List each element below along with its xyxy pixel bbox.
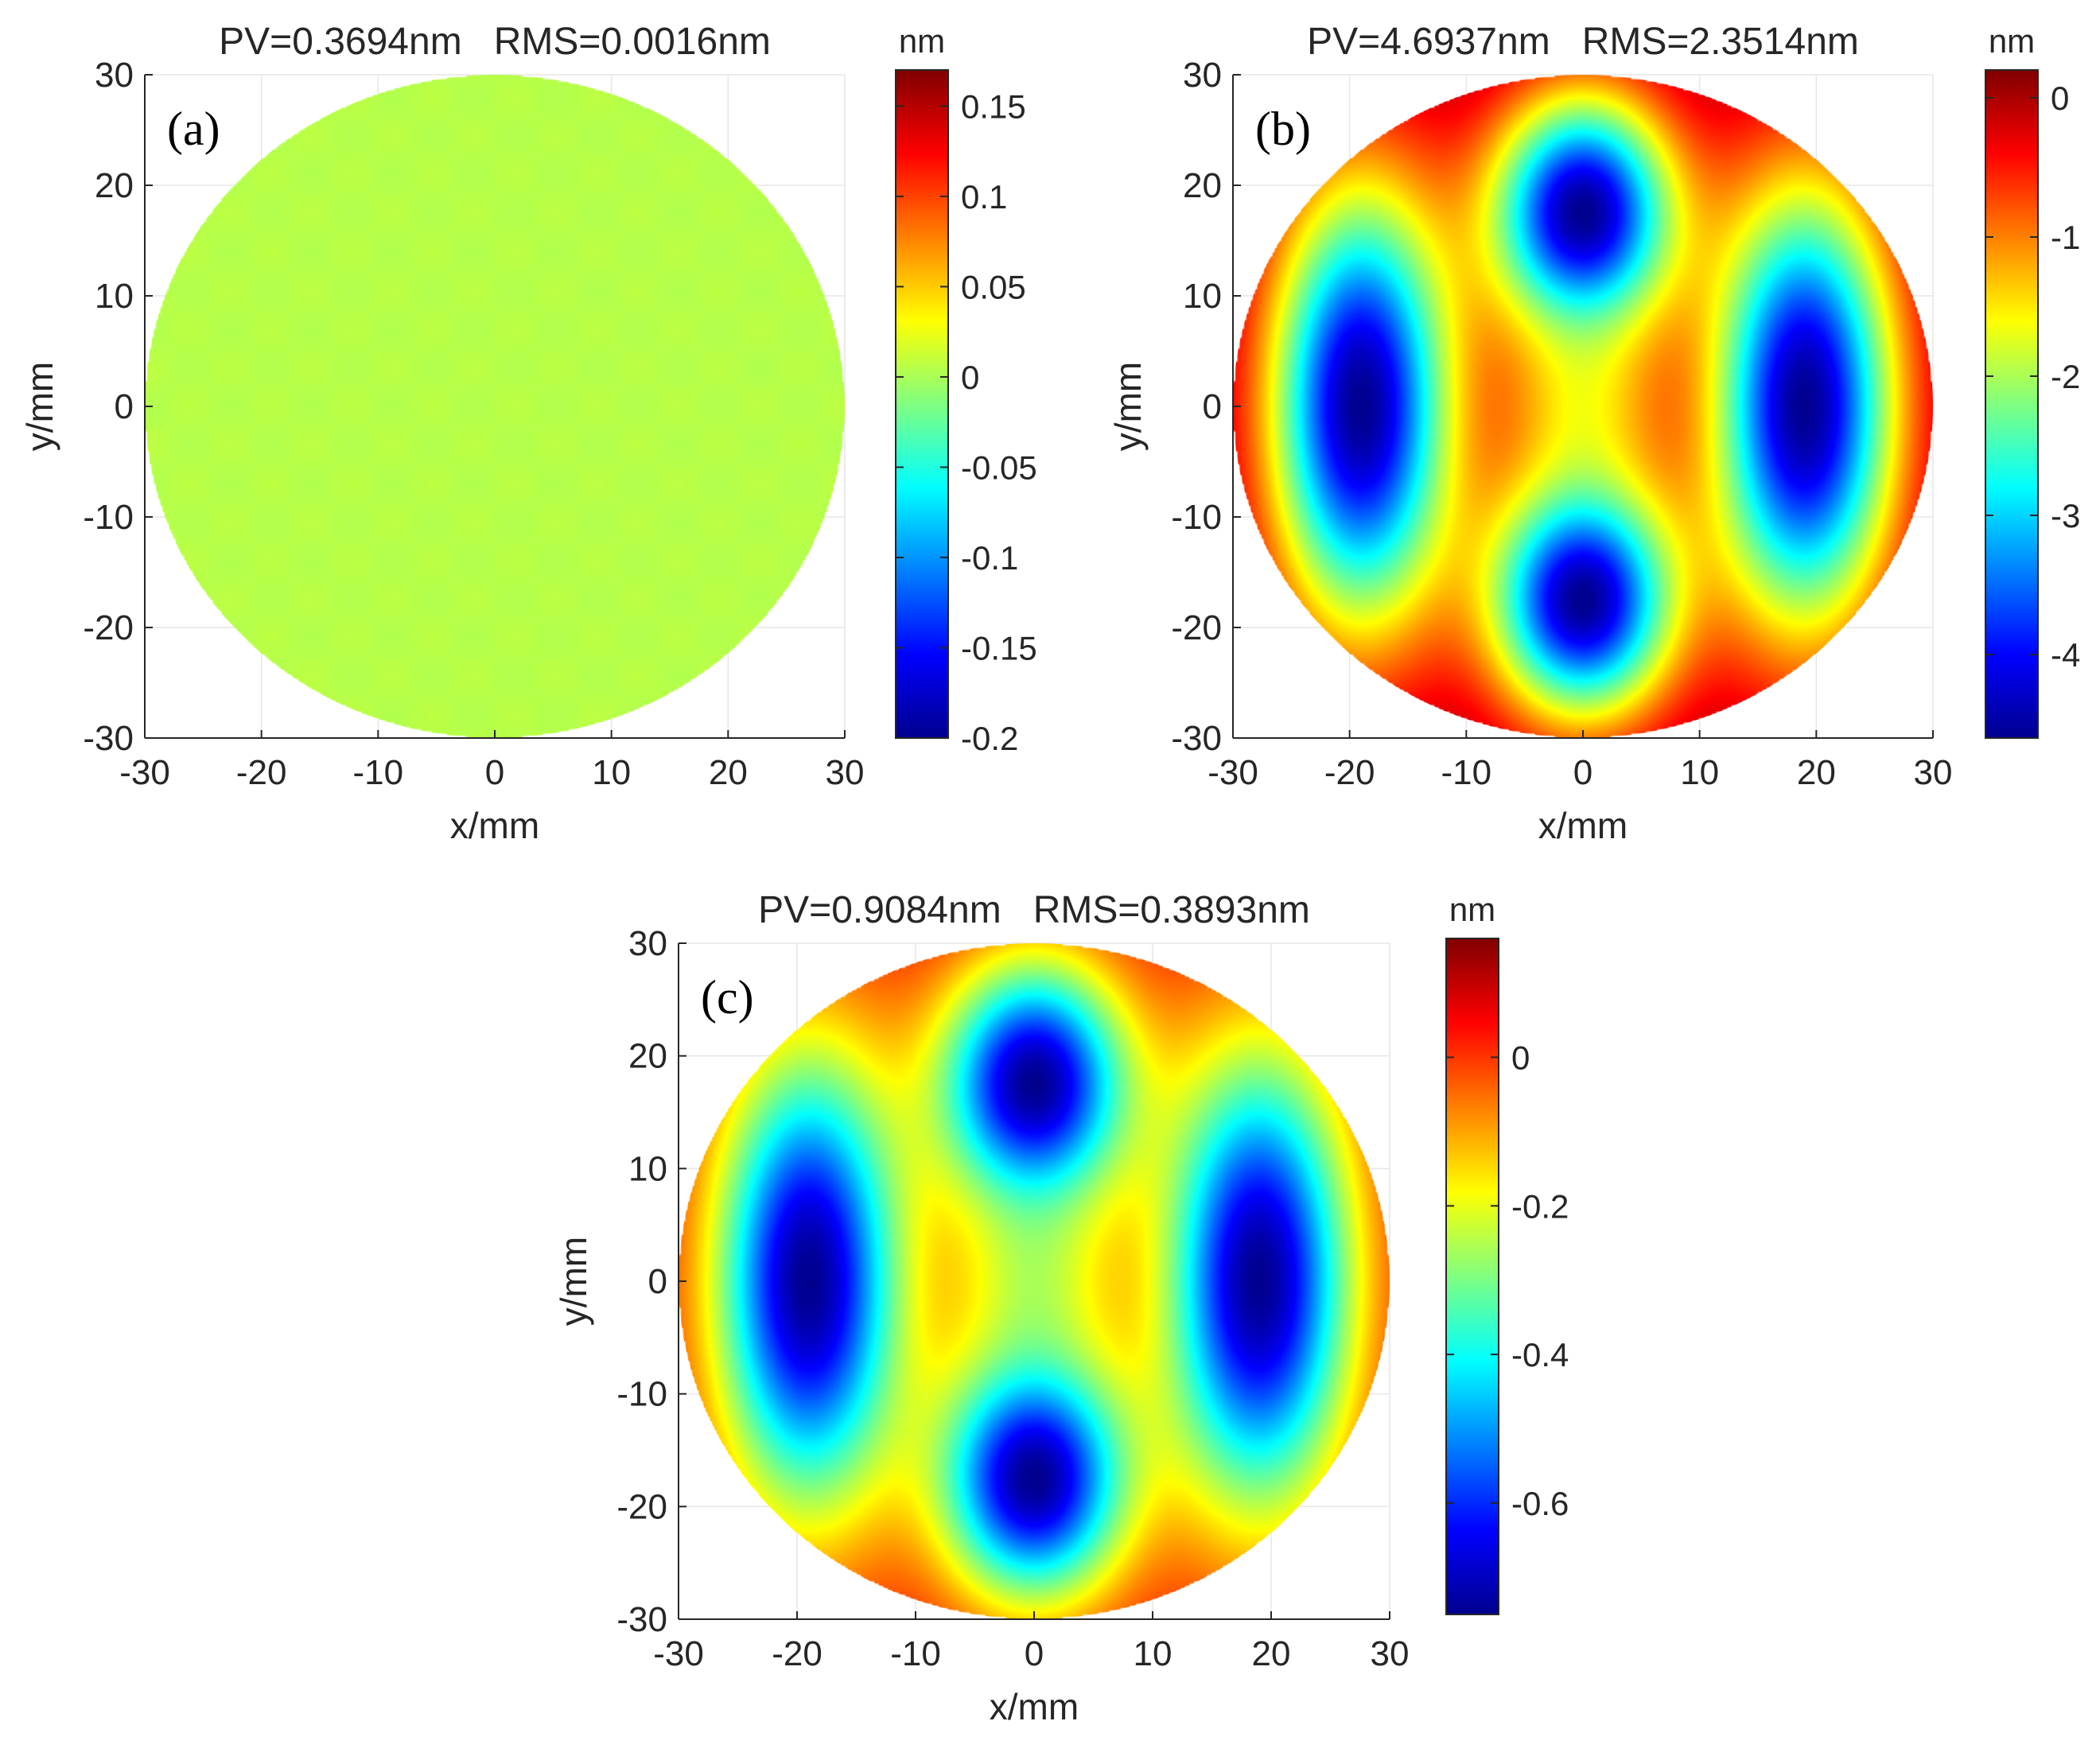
colorbar-unit-label: nm (899, 22, 945, 60)
y-tick-label: -20 (616, 1487, 667, 1526)
colorbar-tick-label: 0.05 (961, 268, 1026, 305)
chart-title: PV=4.6937nm RMS=2.3514nm (1307, 21, 1859, 63)
x-tick-label: -10 (1441, 753, 1492, 792)
colorbar-tick-label: -0.1 (961, 539, 1018, 577)
x-tick-label: -30 (1208, 753, 1258, 792)
panel-b: -30 -20 -10 0 10 20 30-30-20-100102030PV=4.693… (1107, 21, 2080, 846)
y-axis-label: y/mm (553, 1237, 594, 1326)
colorbar-tick-label: -0.2 (961, 720, 1018, 757)
x-tick-label: 0 (1025, 1634, 1044, 1673)
x-tick-label: 10 (1134, 1634, 1172, 1673)
x-tick-label: 20 (1252, 1634, 1291, 1673)
colorbar-tick-label: 0 (1511, 1039, 1530, 1076)
colorbar-tick-label: 0 (2051, 80, 2069, 117)
x-tick-label: -20 (1324, 753, 1375, 792)
x-axis-label: x/mm (990, 1686, 1079, 1727)
colorbar-unit-label: nm (1449, 891, 1495, 928)
panel-c: -30 -20 -10 0 10 20 30 -30 -20 -10 0 10 20 30 PV=0.908… (553, 889, 1569, 1727)
colorbar-tick-label: 0.15 (961, 87, 1026, 125)
x-tick-label: -20 (236, 753, 287, 792)
panel-a: -30 -20 -10 0 10 20 30 -30 -20 -10 0 10 20 30 PV=0.369… (19, 21, 1037, 846)
y-tick-label: -30 (83, 719, 134, 758)
y-tick-label: 0 (115, 387, 134, 426)
x-tick-label: 10 (592, 753, 631, 792)
colorbar-tick-label: -0.15 (961, 629, 1037, 666)
colorbar-tick-label: -0.6 (1511, 1485, 1569, 1522)
surface-map (145, 75, 845, 738)
y-tick-label: 10 (1183, 277, 1222, 316)
colorbar-unit-label: nm (1989, 22, 2035, 60)
y-axis-label: y/mm (19, 362, 60, 451)
x-tick-label: 30 (1371, 1634, 1410, 1673)
y-axis-label: y/mm (1107, 362, 1149, 451)
y-tick-label: 20 (1183, 166, 1222, 205)
x-tick-label: 10 (1680, 753, 1719, 792)
colorbar-tick-label: -3 (2051, 497, 2080, 534)
surface-map (1233, 75, 1933, 738)
chart-title: PV=0.9084nm RMS=0.3893nm (758, 889, 1310, 931)
panel-label: (b) (1255, 103, 1311, 155)
x-axis-label: x/mm (1538, 805, 1628, 846)
x-tick-label: -10 (353, 753, 404, 792)
x-tick-label: 0 (485, 753, 504, 792)
x-tick-label: 30 (1914, 753, 1953, 792)
y-tick-label: -10 (616, 1375, 667, 1414)
colorbar-tick-label: -2 (2051, 358, 2080, 395)
surface-map (679, 943, 1390, 1619)
y-tick-label: 0 (648, 1262, 667, 1301)
chart-title: PV=0.3694nm RMS=0.0016nm (219, 21, 771, 63)
panel-label: (c) (701, 971, 754, 1024)
y-tick-label: 0 (1203, 387, 1222, 426)
y-tick-label: -10 (1171, 498, 1222, 537)
colorbar-tick-label: -0.05 (961, 449, 1037, 486)
colorbar (1445, 938, 1499, 1615)
y-tick-label: -30 (616, 1600, 667, 1639)
y-tick-label: 30 (1183, 56, 1222, 95)
x-tick-label: -30 (653, 1634, 704, 1673)
x-tick-label: -20 (772, 1634, 822, 1673)
y-tick-label: -20 (83, 608, 134, 647)
colorbar-tick-label: 0 (961, 359, 979, 396)
colorbar-tick-label: -4 (2051, 636, 2080, 674)
panel-label: (a) (167, 103, 220, 155)
x-tick-label: -30 (119, 753, 170, 792)
colorbar (895, 69, 949, 739)
colorbar (1985, 69, 2039, 739)
y-tick-label: 30 (628, 924, 667, 963)
x-tick-label: -10 (890, 1634, 941, 1673)
y-tick-label: -10 (83, 498, 134, 537)
y-tick-label: 20 (95, 166, 134, 205)
y-tick-label: -20 (1171, 608, 1222, 647)
x-axis-label: x/mm (450, 805, 539, 846)
y-tick-label: 10 (628, 1149, 667, 1188)
y-tick-label: 30 (95, 56, 134, 95)
colorbar-tick-label: -0.4 (1511, 1336, 1569, 1373)
x-tick-label: 20 (709, 753, 748, 792)
x-tick-label: 20 (1797, 753, 1836, 792)
x-tick-label: 30 (826, 753, 865, 792)
y-tick-label: -30 (1171, 719, 1222, 758)
y-tick-label: 10 (95, 277, 134, 316)
x-tick-label: 0 (1573, 753, 1592, 792)
colorbar-tick-label: -1 (2051, 219, 2080, 256)
colorbar-tick-label: 0.1 (961, 178, 1007, 216)
y-tick-label: 20 (628, 1037, 667, 1076)
colorbar-tick-label: -0.2 (1511, 1187, 1569, 1225)
